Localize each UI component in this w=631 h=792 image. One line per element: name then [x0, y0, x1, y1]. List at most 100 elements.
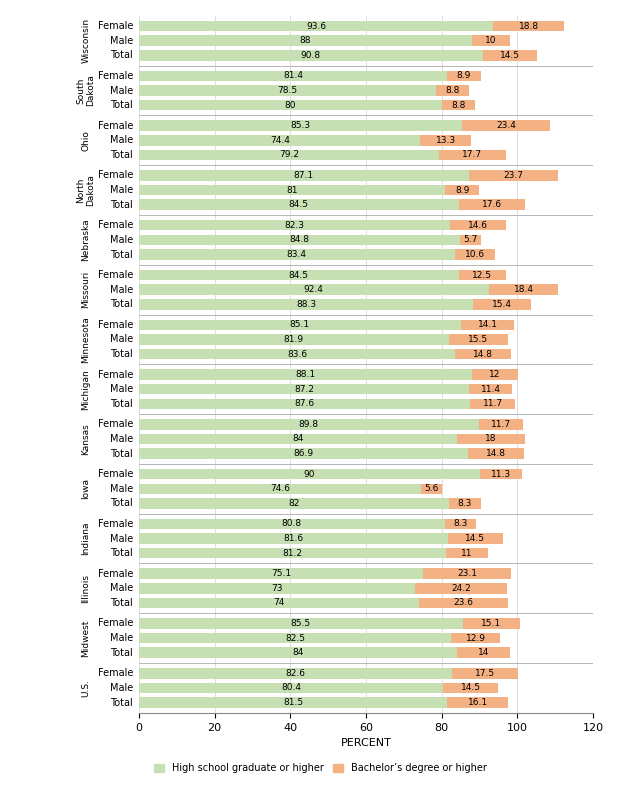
Text: 13.3: 13.3	[435, 135, 456, 145]
Bar	[139, 648, 457, 658]
Text: Male: Male	[110, 235, 133, 245]
Text: 14.8: 14.8	[473, 349, 493, 359]
Bar	[446, 548, 488, 558]
Text: Midwest: Midwest	[81, 619, 90, 657]
Text: Male: Male	[110, 36, 133, 46]
Bar	[139, 170, 469, 181]
Bar	[469, 384, 512, 394]
Text: 84.8: 84.8	[290, 235, 309, 245]
Bar	[139, 633, 451, 643]
Text: 8.8: 8.8	[445, 86, 460, 95]
Text: Total: Total	[110, 598, 133, 608]
Bar	[445, 185, 479, 196]
Text: 14.5: 14.5	[500, 51, 520, 60]
Text: 14.5: 14.5	[465, 534, 485, 543]
Bar	[139, 249, 454, 260]
Bar	[139, 185, 445, 196]
Text: Wisconsin: Wisconsin	[81, 18, 90, 63]
Bar	[469, 170, 558, 181]
Bar	[449, 334, 507, 345]
Bar	[139, 234, 460, 246]
Text: 8.3: 8.3	[458, 499, 472, 508]
Bar	[447, 697, 509, 708]
Text: Male: Male	[110, 284, 133, 295]
Text: 73: 73	[271, 584, 283, 593]
Text: Female: Female	[98, 220, 133, 230]
Text: 84.5: 84.5	[289, 271, 309, 280]
Text: 90: 90	[304, 470, 315, 478]
Text: Female: Female	[98, 469, 133, 479]
Text: 87.1: 87.1	[293, 171, 314, 180]
Bar	[419, 598, 509, 608]
Text: 10: 10	[485, 36, 497, 45]
Bar	[422, 483, 442, 494]
Bar	[452, 668, 518, 679]
Text: 14.6: 14.6	[468, 221, 488, 230]
Text: 80.8: 80.8	[281, 520, 302, 528]
Bar	[139, 70, 447, 81]
Text: 8.9: 8.9	[455, 185, 469, 195]
Text: Total: Total	[110, 349, 133, 359]
Text: 81.6: 81.6	[283, 534, 304, 543]
Text: 15.5: 15.5	[468, 335, 488, 344]
Bar	[473, 299, 531, 310]
Text: 84: 84	[292, 435, 304, 444]
Text: Female: Female	[98, 569, 133, 579]
Text: Kansas: Kansas	[81, 423, 90, 455]
Bar	[451, 220, 505, 230]
Text: Nebraska: Nebraska	[81, 219, 90, 261]
Text: Male: Male	[110, 135, 133, 145]
Text: 87.2: 87.2	[294, 385, 314, 394]
Bar	[461, 319, 514, 330]
Bar	[139, 683, 443, 693]
Bar	[139, 469, 480, 479]
Bar	[493, 21, 564, 32]
Bar	[139, 36, 472, 46]
Bar	[479, 419, 523, 429]
Text: 92.4: 92.4	[304, 285, 324, 294]
Bar	[457, 434, 525, 444]
Bar	[139, 270, 459, 280]
Text: Total: Total	[110, 51, 133, 60]
Bar	[415, 583, 507, 594]
Text: 82.5: 82.5	[285, 634, 305, 642]
Bar	[445, 519, 476, 529]
Text: Male: Male	[110, 434, 133, 444]
Text: Illinois: Illinois	[81, 574, 90, 603]
Text: 82: 82	[288, 499, 300, 508]
Text: South
Dakota: South Dakota	[76, 74, 95, 106]
Text: Female: Female	[98, 370, 133, 379]
Text: 17.7: 17.7	[462, 150, 482, 159]
Text: 78.5: 78.5	[278, 86, 297, 95]
Bar	[473, 369, 518, 380]
Bar	[139, 548, 446, 558]
Bar	[139, 448, 468, 459]
Bar	[139, 50, 483, 61]
Text: 18: 18	[485, 435, 497, 444]
Text: 5.7: 5.7	[464, 235, 478, 245]
Text: Female: Female	[98, 70, 133, 81]
Bar	[139, 668, 452, 679]
Text: Female: Female	[98, 120, 133, 131]
Text: 81.9: 81.9	[284, 335, 304, 344]
Text: Total: Total	[110, 548, 133, 558]
Text: 15.4: 15.4	[492, 300, 512, 309]
Bar	[139, 384, 469, 394]
Text: Total: Total	[110, 399, 133, 409]
Text: 12.9: 12.9	[466, 634, 486, 642]
Bar	[454, 249, 495, 260]
Bar	[139, 434, 457, 444]
Text: 12.5: 12.5	[473, 271, 492, 280]
Bar	[423, 569, 510, 579]
Text: 5.6: 5.6	[425, 484, 439, 493]
Text: Female: Female	[98, 320, 133, 329]
Text: Total: Total	[110, 249, 133, 260]
Text: Total: Total	[110, 150, 133, 160]
Bar	[442, 100, 475, 110]
Text: 17.6: 17.6	[482, 200, 502, 209]
Text: Male: Male	[110, 484, 133, 493]
Text: 11: 11	[461, 549, 473, 558]
Bar	[139, 369, 473, 380]
Text: 82.6: 82.6	[285, 668, 305, 678]
Text: 88.3: 88.3	[296, 300, 316, 309]
